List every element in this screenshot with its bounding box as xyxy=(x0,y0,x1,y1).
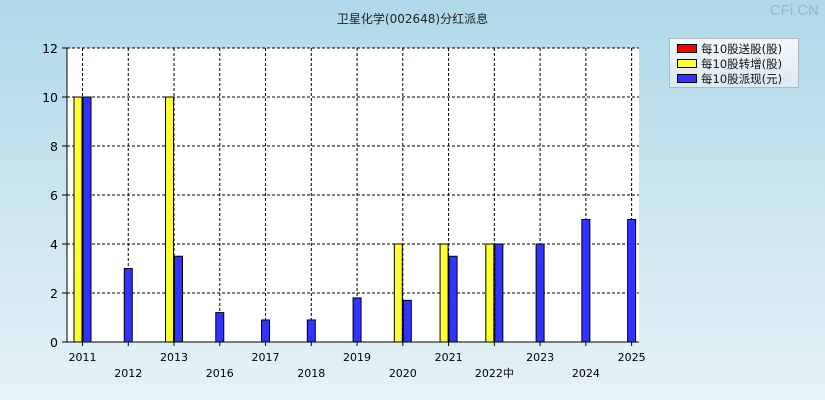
legend-swatch-song xyxy=(677,44,697,53)
watermark-logo: CFi.CN xyxy=(769,2,819,19)
y-tick-label: 0 xyxy=(50,335,58,350)
bar xyxy=(439,243,449,343)
x-tick-label: 2025 xyxy=(618,351,646,364)
chart-legend: 每10股送股(股) 每10股转增(股) 每10股派现(元) xyxy=(669,38,799,88)
x-tick-label: 2013 xyxy=(160,351,188,364)
bar xyxy=(627,219,637,343)
bar xyxy=(174,255,184,343)
bar xyxy=(123,268,133,343)
x-tick-label: 2018 xyxy=(297,367,325,380)
bar xyxy=(402,299,412,343)
x-tick-label: 2020 xyxy=(389,367,417,380)
legend-label-pai: 每10股派现(元) xyxy=(701,71,783,86)
y-tick-label: 2 xyxy=(50,286,58,301)
bar xyxy=(165,96,175,343)
x-tick-label: 2012 xyxy=(114,367,142,380)
legend-label-zhuan: 每10股转增(股) xyxy=(701,56,783,71)
bar xyxy=(393,243,403,343)
bar xyxy=(535,243,545,343)
x-tick-label: 2019 xyxy=(343,351,371,364)
x-tick-label: 2022中 xyxy=(475,367,514,380)
legend-item-pai: 每10股派现(元) xyxy=(677,71,798,86)
bar xyxy=(73,96,83,343)
bar xyxy=(82,96,92,343)
legend-swatch-zhuan xyxy=(677,59,697,68)
legend-label-song: 每10股送股(股) xyxy=(701,41,783,56)
legend-item-song: 每10股送股(股) xyxy=(677,41,798,56)
bar xyxy=(352,297,362,343)
x-tick-label: 2011 xyxy=(69,351,97,364)
bar xyxy=(494,243,504,343)
x-tick-label: 2024 xyxy=(572,367,600,380)
y-tick-label: 8 xyxy=(50,139,58,154)
y-tick-label: 4 xyxy=(50,237,58,252)
y-tick-label: 10 xyxy=(42,90,58,105)
bar xyxy=(215,312,225,343)
x-tick-label: 2017 xyxy=(252,351,280,364)
y-tick-label: 6 xyxy=(50,188,58,203)
x-tick-label: 2021 xyxy=(435,351,463,364)
bar xyxy=(448,255,458,343)
y-tick-label: 12 xyxy=(42,41,58,56)
x-tick-label: 2023 xyxy=(526,351,554,364)
x-tick-label: 2016 xyxy=(206,367,234,380)
legend-swatch-pai xyxy=(677,74,697,83)
bar xyxy=(485,243,495,343)
bar xyxy=(261,319,271,343)
legend-item-zhuan: 每10股转增(股) xyxy=(677,56,798,71)
bar xyxy=(581,219,591,343)
chart-title: 卫星化学(002648)分红派息 xyxy=(336,12,489,26)
bar xyxy=(306,319,316,343)
